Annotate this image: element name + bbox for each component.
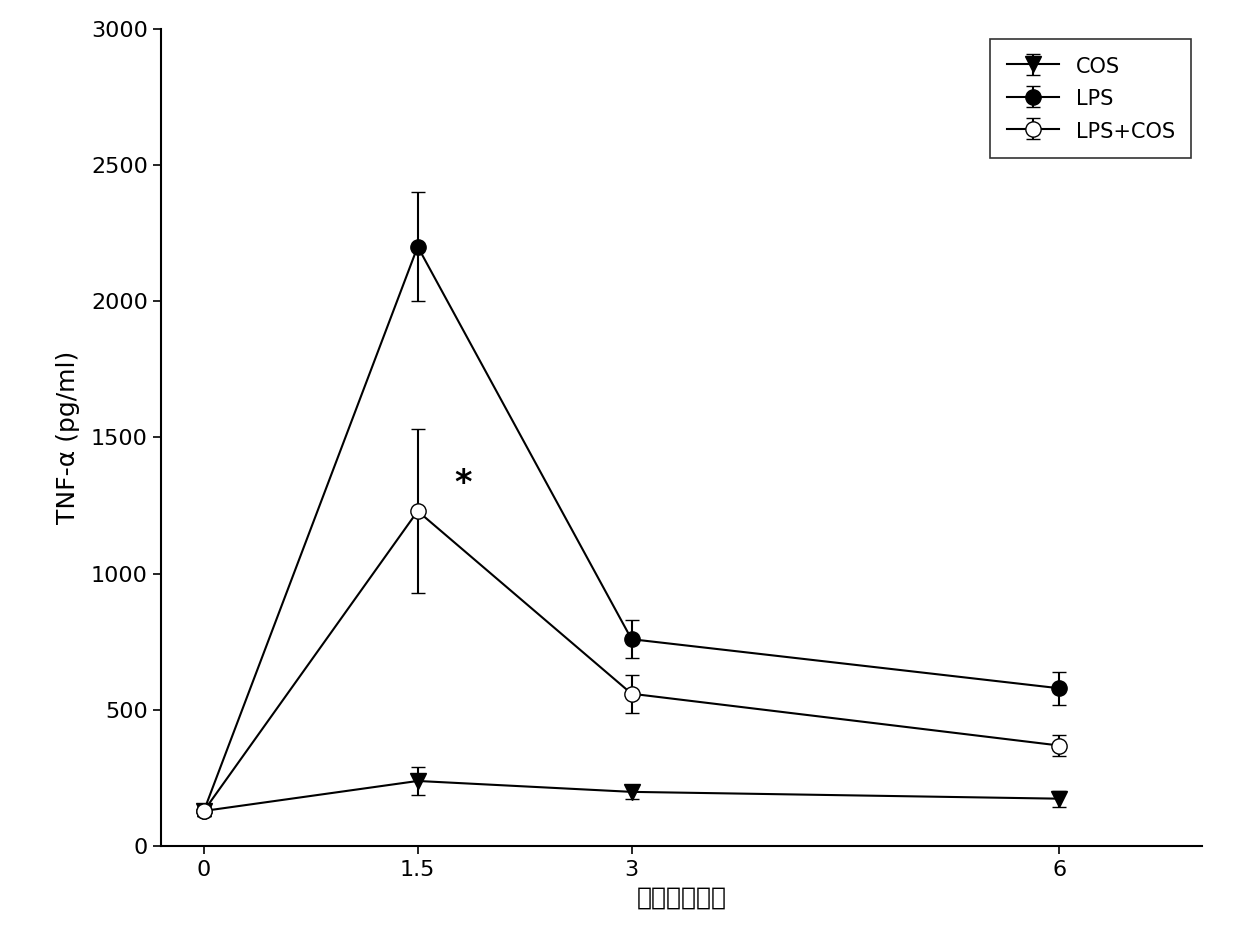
Text: *: * [455, 467, 472, 500]
X-axis label: 时间（小时）: 时间（小时） [637, 885, 726, 909]
Y-axis label: TNF-α (pg/ml): TNF-α (pg/ml) [56, 351, 79, 524]
Legend: COS, LPS, LPS+COS: COS, LPS, LPS+COS [990, 39, 1192, 158]
